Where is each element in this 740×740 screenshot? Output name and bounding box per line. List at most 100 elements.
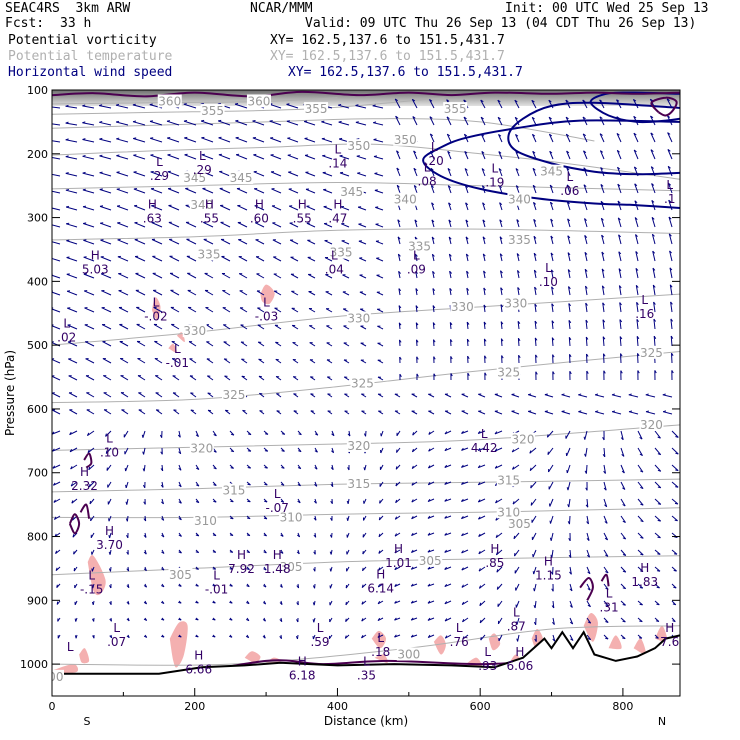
wind-vector-head [622,620,626,623]
hl-letter: H [205,197,214,211]
theta-label-bg [329,245,354,259]
wind-vector-head [116,137,120,140]
wind-vector-head [89,500,91,504]
wind-vector [550,269,554,279]
wind-vector [620,498,626,507]
wind-vector [372,105,384,109]
wind-vector [272,239,282,245]
wind-vector-head [499,219,503,223]
wind-vector-head [361,584,364,588]
wind-vector-head [396,150,400,153]
wind-vector-head [399,356,402,360]
wind-vector-head [603,470,606,474]
wind-vector-head [427,600,431,604]
wind-vector-head [195,568,199,570]
wind-vector-head [500,338,504,342]
wind-vector-head [603,487,607,491]
wind-vector-head [132,103,136,106]
wind-vector-head [568,538,571,542]
wind-vector [103,409,112,415]
hl-value: .60 [250,211,269,225]
wind-vector [155,409,163,415]
wind-vector [69,430,78,436]
wind-vector-head [587,638,591,641]
wind-vector-head [412,116,416,119]
wind-vector-head [657,536,661,539]
wind-vector [427,515,435,519]
wind-vector [611,411,622,415]
center-name: NCAR/MMM [250,1,313,16]
wind-vector [83,256,95,262]
wind-vector [115,121,129,126]
hl-letter: H [490,542,499,556]
wind-vector [375,223,384,228]
wind-vector [116,205,129,211]
wind-vector-head [618,234,621,238]
wind-vector-head [246,568,250,571]
wind-vector [150,171,163,177]
wind-vector [448,236,452,245]
wind-vector-head [126,618,130,622]
wind-vector [651,200,656,211]
wind-vector-head [433,373,436,377]
wind-vector [449,322,452,330]
wind-vector-head [578,393,582,396]
wind-vector-head [87,449,90,453]
hl-value: .55 [293,211,312,225]
wind-vector-head [263,585,267,588]
wind-vector [654,481,662,489]
wind-vector-head [674,519,678,522]
wind-vector-head [55,567,58,571]
wind-vector [494,410,503,415]
wind-vector-head [634,200,638,204]
wind-vector [601,234,605,245]
wind-vector [309,342,316,347]
wind-vector [397,253,401,262]
y-tick-label: 200 [27,148,48,161]
wind-vector [478,515,486,520]
theta-label: 325 [497,366,520,380]
wind-vector-head [195,635,199,638]
wind-vector-head [82,155,86,157]
wind-vector [637,498,644,506]
wind-vector [478,549,486,555]
wind-vector [133,138,146,143]
wind-vector [567,235,571,245]
wind-vector-head [178,635,182,638]
wind-vector-head [501,355,504,359]
wind-vector [599,133,605,143]
wind-vector-head [566,487,569,491]
wind-vector-head [448,219,452,223]
pv-fill-region [433,635,446,655]
hl-letter: H [148,197,157,211]
wind-vector-head [533,252,537,256]
wind-vector [116,188,129,194]
wind-vector-head [511,449,515,453]
wind-vector [464,185,469,194]
wind-vector [602,302,605,313]
hl-value: .10 [100,445,119,459]
wind-vector-head [125,518,128,522]
wind-vector-head [415,305,419,309]
theta-label: 325 [223,388,246,402]
wind-vector [116,171,129,177]
wind-vector-head [399,373,402,377]
wind-vector [566,150,571,160]
wind-vector [569,566,572,575]
wind-vector-head [479,602,482,606]
wind-vector-head [304,137,308,139]
wind-vector-head [190,409,194,411]
wind-vector-head [481,168,485,171]
wind-vector [87,447,95,454]
wind-vector [603,447,606,457]
wind-vector [201,154,214,160]
wind-vector-head [670,335,674,339]
wind-vector [324,257,333,262]
wind-vector [83,273,95,279]
wind-vector-head [461,481,464,485]
wind-vector [586,583,591,591]
wind-vector-head [634,166,638,170]
wind-vector-head [444,464,448,468]
wind-vector-head [413,185,417,188]
